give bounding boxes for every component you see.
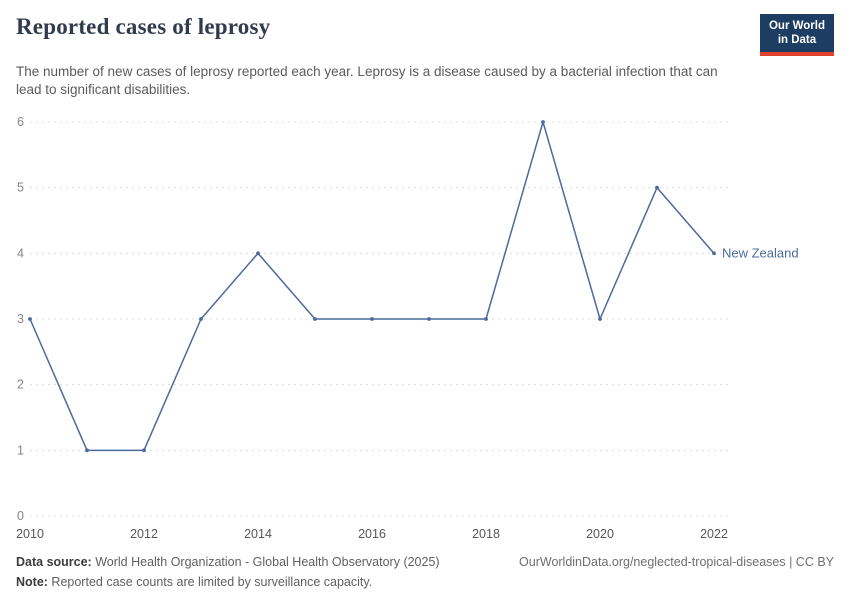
data-point[interactable] [598,317,602,321]
data-source: Data source: World Health Organization -… [16,555,440,569]
data-point[interactable] [256,251,260,256]
chart-header: Reported cases of leprosy Our World in D… [0,0,850,100]
data-point[interactable] [85,448,89,453]
y-tick-label: 0 [17,509,24,523]
data-point[interactable] [313,317,317,321]
trend-line[interactable] [29,121,715,452]
entity-label[interactable]: New Zealand [722,245,799,260]
data-point[interactable] [655,185,659,190]
chart-footer: Data source: World Health Organization -… [0,549,850,589]
data-source-text: World Health Organization - Global Healt… [91,555,440,569]
owid-logo-line1: Our World [768,20,825,32]
note-label: Note: [16,575,48,589]
x-tick-label: 2018 [472,527,500,541]
x-tick-label: 2014 [244,527,272,541]
data-point[interactable] [28,317,32,321]
line-chart[interactable]: 0 1 2 3 4 5 6 2010 2012 2014 2016 2018 2020 2022 New Z… [0,104,850,549]
page-title: Reported cases of leprosy [16,14,271,39]
data-point[interactable] [484,317,488,321]
data-point[interactable] [142,448,146,453]
chart-note: Note: Reported case counts are limited b… [16,575,834,589]
owid-logo[interactable]: Our World in Data [759,14,834,56]
y-tick-label: 2 [17,378,24,392]
x-tick-label: 2016 [358,527,386,541]
owid-logo-line2: in Data [777,34,817,47]
x-tick-label: 2012 [130,527,158,541]
data-point[interactable] [370,317,374,321]
y-tick-label: 3 [17,312,24,326]
note-text: Reported case counts are limited by surv… [47,575,373,589]
x-tick-label: 2022 [700,527,728,541]
data-point[interactable] [427,317,431,321]
y-tick-label: 6 [17,115,24,129]
chart-subtitle: The number of new cases of leprosy repor… [16,63,718,98]
data-source-label: Data source: [16,555,92,569]
data-point[interactable] [199,317,203,321]
x-tick-label: 2010 [16,527,44,541]
y-tick-label: 1 [17,443,24,457]
data-point[interactable] [712,251,716,256]
x-tick-label: 2020 [586,527,614,541]
owid-url-link[interactable]: OurWorldinData.org/neglected-tropical-di… [519,555,834,569]
chart-canvas[interactable]: 0 1 2 3 4 5 6 2010 2012 2014 2016 2018 2020 2022 New Z… [0,104,850,549]
data-point[interactable] [541,120,545,124]
y-tick-label: 4 [17,246,24,260]
y-tick-label: 5 [17,181,24,195]
